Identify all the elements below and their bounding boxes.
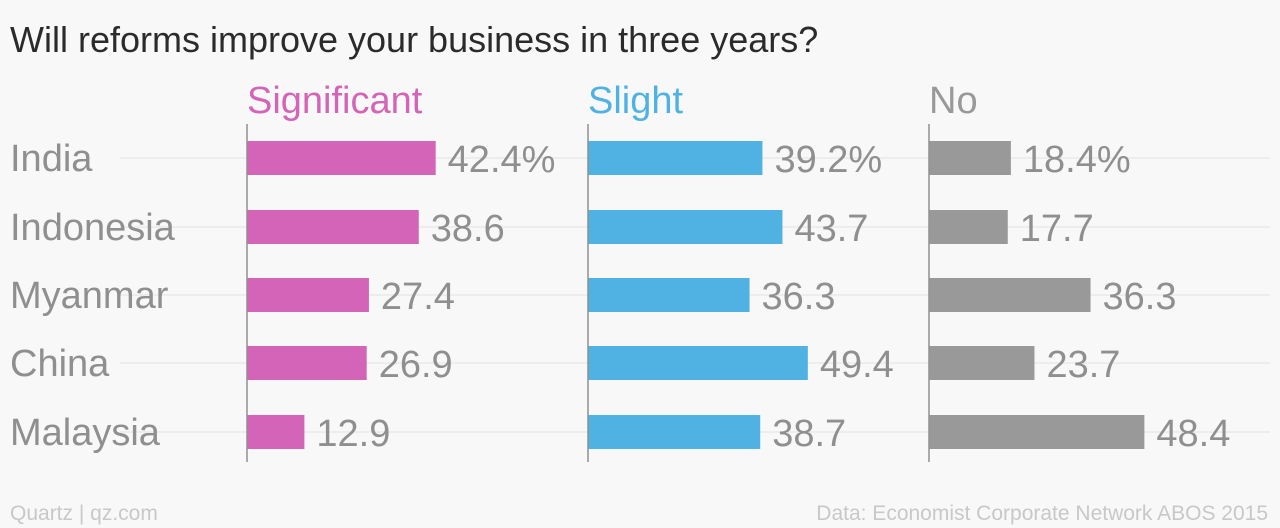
value-label-significant-indonesia: 38.6	[431, 208, 505, 250]
footer-source-right: Data: Economist Corporate Network ABOS 2…	[816, 502, 1268, 525]
bar-slight-india	[588, 141, 763, 175]
bar-slight-myanmar	[588, 278, 750, 312]
value-label-significant-india: 42.4%	[448, 139, 556, 181]
bar-significant-china	[247, 346, 367, 380]
bar-no-malaysia	[929, 415, 1145, 449]
category-label-myanmar: Myanmar	[10, 275, 169, 317]
bar-significant-indonesia	[247, 210, 419, 244]
value-label-slight-indonesia: 43.7	[794, 208, 868, 250]
value-label-no-china: 23.7	[1046, 344, 1120, 386]
value-label-significant-china: 26.9	[379, 344, 453, 386]
plot-area: India Indonesia Myanmar China Malaysia Signif…	[10, 80, 1270, 462]
bar-significant-myanmar	[247, 278, 369, 312]
bar-no-india	[929, 141, 1011, 175]
bar-slight-malaysia	[588, 415, 761, 449]
value-label-no-myanmar: 36.3	[1103, 276, 1177, 318]
bar-no-china	[929, 346, 1035, 380]
footer-source-left: Quartz | qz.com	[10, 502, 158, 525]
category-label-indonesia: Indonesia	[10, 207, 176, 249]
chart-title: Will reforms improve your business in th…	[10, 19, 818, 60]
value-label-slight-malaysia: 38.7	[772, 413, 846, 455]
bar-no-myanmar	[929, 278, 1091, 312]
series-title-significant: Significant	[247, 80, 423, 122]
value-label-no-malaysia: 48.4	[1156, 413, 1230, 455]
bar-slight-indonesia	[588, 210, 783, 244]
bar-no-indonesia	[929, 210, 1008, 244]
value-label-slight-india: 39.2%	[774, 139, 882, 181]
category-label-china: China	[10, 343, 110, 385]
value-label-no-india: 18.4%	[1023, 139, 1131, 181]
value-label-slight-myanmar: 36.3	[762, 276, 836, 318]
value-label-significant-myanmar: 27.4	[381, 276, 455, 318]
bar-significant-india	[247, 141, 436, 175]
bar-slight-china	[588, 346, 808, 380]
value-label-no-indonesia: 17.7	[1020, 208, 1094, 250]
value-label-significant-malaysia: 12.9	[316, 413, 390, 455]
series-title-no: No	[929, 80, 978, 122]
value-label-slight-china: 49.4	[820, 344, 894, 386]
category-label-malaysia: Malaysia	[10, 412, 161, 454]
series-title-slight: Slight	[588, 80, 683, 122]
category-label-india: India	[10, 138, 93, 180]
bar-significant-malaysia	[247, 415, 305, 449]
